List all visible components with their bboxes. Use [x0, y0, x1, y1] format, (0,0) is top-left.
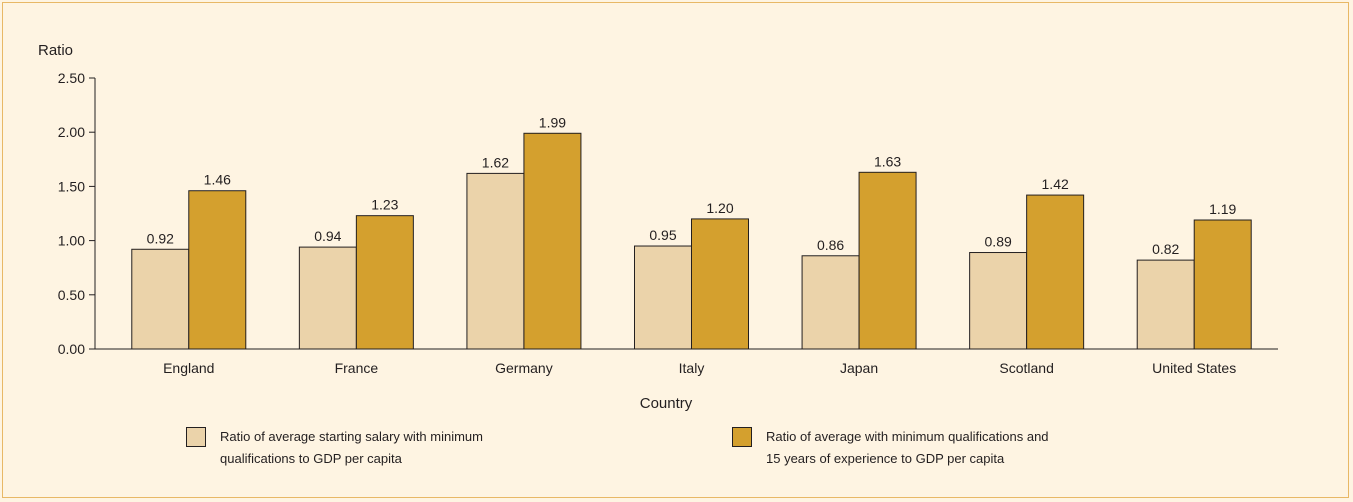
- y-axis-title: Ratio: [38, 42, 73, 59]
- bar-series-1: [131, 248, 190, 350]
- bar-value-label: 0.86: [817, 237, 844, 253]
- bar-value-label: 0.95: [649, 227, 676, 243]
- x-tick-label: Japan: [840, 360, 878, 376]
- bar-value-label: 1.23: [371, 197, 398, 213]
- bar-value-label: 1.46: [204, 172, 231, 188]
- bar-series-2: [1026, 194, 1085, 350]
- bar-value-label: 1.99: [539, 114, 566, 130]
- x-tick-label: Germany: [495, 360, 553, 376]
- bar-series-1: [298, 246, 357, 350]
- x-axis-title: Country: [640, 395, 693, 412]
- y-tick-label: 0.00: [58, 341, 85, 357]
- x-tick-label: Scotland: [999, 360, 1053, 376]
- bar-series-2: [858, 171, 917, 350]
- bar-value-label: 0.89: [985, 234, 1012, 250]
- bar-series-2: [691, 218, 749, 350]
- x-tick-label: France: [335, 360, 379, 376]
- y-tick-label: 2.50: [58, 70, 85, 86]
- y-tick-label: 1.00: [58, 233, 85, 249]
- bar-series-1: [634, 245, 692, 350]
- legend-item-experienced: Ratio of average with minimum qualificat…: [732, 426, 1049, 470]
- bar-series-1: [969, 252, 1028, 350]
- x-tick-label: United States: [1152, 360, 1236, 376]
- bar-series-1: [466, 172, 525, 350]
- bar-series-2: [188, 190, 247, 350]
- y-tick-label: 1.50: [58, 178, 85, 194]
- bar-series-1: [1136, 259, 1195, 350]
- legend-swatch-starting-salary: [186, 427, 206, 447]
- bar-value-label: 1.19: [1209, 201, 1236, 217]
- bar-series-2: [523, 132, 582, 350]
- x-tick-label: Italy: [679, 360, 705, 376]
- bar-series-2: [355, 215, 414, 350]
- x-tick-label: England: [163, 360, 214, 376]
- bar-value-label: 0.94: [314, 228, 341, 244]
- legend-label-experienced: Ratio of average with minimum qualificat…: [766, 429, 1049, 466]
- bar-value-label: 1.63: [874, 153, 901, 169]
- y-tick-label: 0.50: [58, 287, 85, 303]
- legend-item-starting-salary: Ratio of average starting salary with mi…: [186, 426, 483, 470]
- bar-series-2: [1193, 219, 1252, 350]
- legend-label-starting-salary: Ratio of average starting salary with mi…: [220, 429, 483, 466]
- bar-value-label: 1.62: [482, 154, 509, 170]
- plot-area: 0.00 0.50 1.00 1.50 2.00 2.50 0.92 1.46 England 0…: [58, 70, 1278, 376]
- legend-swatch-experienced: [732, 427, 752, 447]
- y-tick-label: 2.00: [58, 124, 85, 140]
- bar-value-label: 1.42: [1042, 176, 1069, 192]
- bar-value-label: 0.92: [147, 230, 174, 246]
- bar-series-1: [801, 255, 860, 350]
- bar-value-label: 0.82: [1152, 241, 1179, 257]
- bar-value-label: 1.20: [706, 200, 733, 216]
